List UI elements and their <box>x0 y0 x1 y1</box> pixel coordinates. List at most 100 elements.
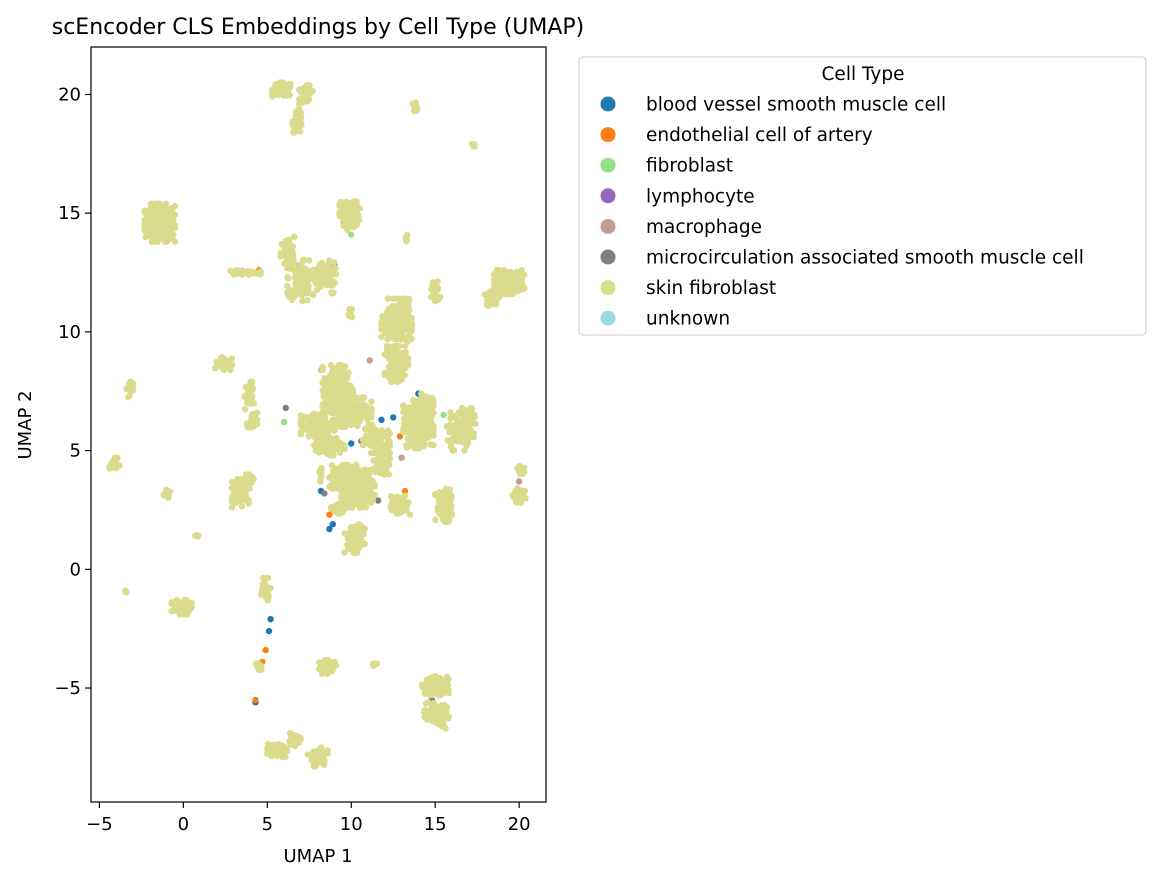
legend-marker-unknown <box>600 310 616 326</box>
point-skin-fibroblast <box>346 533 353 540</box>
point-skin-fibroblast <box>458 404 466 412</box>
point-skin-fibroblast <box>129 385 136 392</box>
point-skin-fibroblast <box>373 457 380 464</box>
point-skin-fibroblast <box>437 710 445 717</box>
point-skin-fibroblast <box>350 413 358 421</box>
point-skin-fibroblast <box>447 424 455 431</box>
point-skin-fibroblast <box>114 454 121 461</box>
point-skin-fibroblast <box>368 434 375 442</box>
point-skin-fibroblast <box>425 686 432 693</box>
point-skin-fibroblast <box>285 239 292 246</box>
point-skin-fibroblast <box>434 286 441 293</box>
point-skin-fibroblast <box>344 473 352 481</box>
point-skin-fibroblast <box>230 495 238 503</box>
point-skin-fibroblast <box>401 343 409 350</box>
point-skin-fibroblast <box>371 481 378 488</box>
legend-marker-macrophage <box>600 218 616 234</box>
point-endothelial-cell-of-artery <box>262 646 269 654</box>
point-skin-fibroblast <box>311 749 319 756</box>
point-skin-fibroblast <box>238 268 245 276</box>
point-skin-fibroblast <box>407 441 414 448</box>
point-skin-fibroblast <box>246 485 253 492</box>
point-skin-fibroblast <box>490 277 498 285</box>
point-skin-fibroblast <box>384 347 391 354</box>
legend-label-microcirculation-associated-smooth-muscle-cell: microcirculation associated smooth muscl… <box>646 248 1084 269</box>
point-skin-fibroblast <box>381 371 388 379</box>
point-skin-fibroblast <box>292 285 299 293</box>
point-skin-fibroblast <box>422 393 429 400</box>
point-skin-fibroblast <box>169 209 176 217</box>
point-skin-fibroblast <box>238 503 246 510</box>
point-skin-fibroblast <box>237 480 244 488</box>
x-tick-label: 0 <box>178 814 189 835</box>
legend-label-endothelial-cell-of-artery: endothelial cell of artery <box>646 125 873 146</box>
point-skin-fibroblast <box>226 360 233 368</box>
point-skin-fibroblast <box>327 409 335 416</box>
point-skin-fibroblast <box>515 271 522 278</box>
point-skin-fibroblast <box>410 397 417 404</box>
point-skin-fibroblast <box>415 403 422 410</box>
point-skin-fibroblast <box>338 494 345 501</box>
point-skin-fibroblast <box>258 666 265 673</box>
point-skin-fibroblast <box>126 392 133 400</box>
point-skin-fibroblast <box>343 390 350 397</box>
point-skin-fibroblast <box>336 381 343 388</box>
x-tick-label: 10 <box>340 814 363 835</box>
point-skin-fibroblast <box>108 462 116 469</box>
legend-marker-endothelial-cell-of-artery <box>600 127 616 143</box>
point-skin-fibroblast <box>322 448 329 455</box>
point-skin-fibroblast <box>344 381 351 388</box>
point-skin-fibroblast <box>302 89 310 97</box>
x-axis-label: UMAP 1 <box>283 846 352 867</box>
point-skin-fibroblast <box>342 198 350 206</box>
point-skin-fibroblast <box>284 274 291 281</box>
point-skin-fibroblast <box>297 735 305 743</box>
point-skin-fibroblast <box>428 409 435 417</box>
point-skin-fibroblast <box>297 113 305 121</box>
point-skin-fibroblast <box>367 449 375 457</box>
point-skin-fibroblast <box>340 423 347 431</box>
point-skin-fibroblast <box>437 507 444 514</box>
point-skin-fibroblast <box>300 264 307 272</box>
y-tick-label: 0 <box>70 559 81 580</box>
point-skin-fibroblast <box>385 437 392 444</box>
point-skin-fibroblast <box>368 421 376 428</box>
point-skin-fibroblast <box>434 703 442 710</box>
point-skin-fibroblast <box>514 287 521 295</box>
point-skin-fibroblast <box>418 438 425 445</box>
point-skin-fibroblast <box>404 410 411 417</box>
point-skin-fibroblast <box>333 403 340 410</box>
point-skin-fibroblast <box>147 200 155 207</box>
point-skin-fibroblast <box>311 442 318 449</box>
point-skin-fibroblast <box>392 350 399 357</box>
point-skin-fibroblast <box>275 80 282 87</box>
y-tick-label: 5 <box>70 441 81 462</box>
point-skin-fibroblast <box>359 436 367 443</box>
point-skin-fibroblast <box>400 333 408 341</box>
point-skin-fibroblast <box>504 290 511 298</box>
point-skin-fibroblast <box>290 732 297 739</box>
point-skin-fibroblast <box>286 81 294 88</box>
legend: Cell Type blood vessel smooth muscle cel… <box>578 56 1147 336</box>
point-skin-fibroblast <box>515 498 523 505</box>
point-skin-fibroblast <box>241 406 249 413</box>
point-skin-fibroblast <box>184 611 191 618</box>
point-skin-fibroblast <box>413 408 420 416</box>
point-skin-fibroblast <box>292 108 300 115</box>
point-skin-fibroblast <box>300 415 308 422</box>
point-macrophage <box>515 478 523 485</box>
point-skin-fibroblast <box>127 380 134 387</box>
point-skin-fibroblast <box>410 101 417 109</box>
point-skin-fibroblast <box>320 267 327 274</box>
point-skin-fibroblast <box>451 428 459 436</box>
point-skin-fibroblast <box>337 361 345 369</box>
point-skin-fibroblast <box>339 461 346 469</box>
point-skin-fibroblast <box>152 238 159 245</box>
legend-marker-microcirculation-associated-smooth-muscle-cell <box>600 249 616 265</box>
point-skin-fibroblast <box>304 297 311 304</box>
point-skin-fibroblast <box>345 311 352 318</box>
point-skin-fibroblast <box>172 603 179 610</box>
scatter-points <box>106 79 529 770</box>
point-skin-fibroblast <box>384 335 391 342</box>
point-skin-fibroblast <box>352 462 360 469</box>
